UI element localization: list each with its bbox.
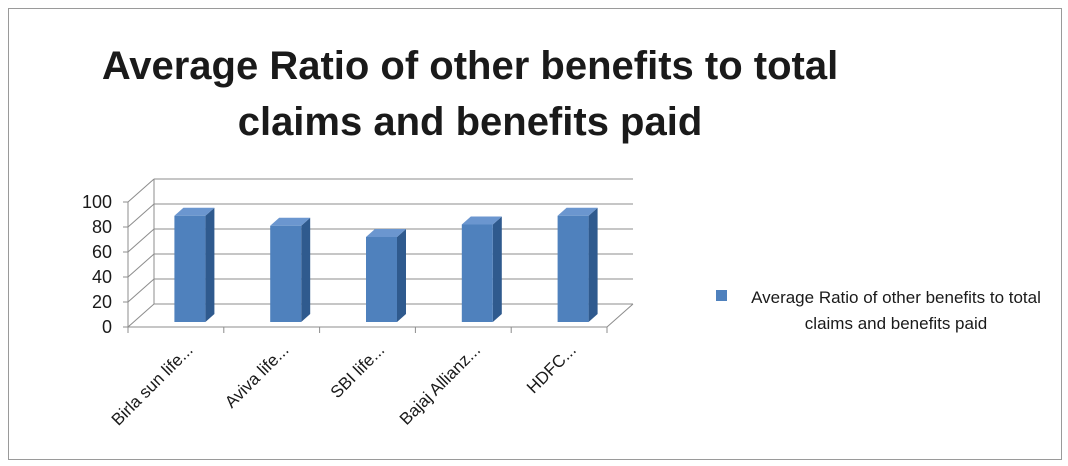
side-gridline [127,228,155,253]
y-tick-label: 0 [102,317,112,337]
bar-top [270,217,311,226]
x-tick-label: SBI life... [327,340,389,402]
chart-title: Average Ratio of other benefits to total… [101,44,839,144]
bar [174,215,206,322]
side-gridline [127,278,155,303]
bar-top [174,207,215,216]
y-tick-label: 20 [92,292,112,312]
side-gridline [127,203,155,228]
bar [366,237,397,322]
bar-top [366,229,406,237]
x-tick-label: Bajaj Allianz... [396,340,484,428]
bar-top [461,216,502,225]
y-tick-label: 60 [92,242,112,262]
floor-right-edge [606,303,634,328]
bar [461,224,493,322]
bar-side [492,216,502,322]
y-tick-label: 80 [92,217,112,237]
y-tick-label: 40 [92,267,112,287]
side-gridline [127,303,155,328]
bar [557,215,589,322]
legend-swatch [716,290,727,301]
bar-side [397,229,406,322]
bar-top [557,207,598,216]
bar-side [205,207,215,322]
x-tick-label: Aviva life... [221,340,292,411]
legend-label: Average Ratio of other benefits to total… [751,288,1041,333]
bar [270,225,302,322]
legend: Average Ratio of other benefits to total… [716,285,1056,337]
y-tick-label: 100 [82,192,112,212]
side-gridline [127,178,155,203]
x-tick-label: Birla sun life... [108,340,197,429]
x-tick-label: HDFC... [523,340,580,397]
bar-side [588,207,598,322]
bar-side [301,217,311,322]
side-gridline [127,253,155,278]
